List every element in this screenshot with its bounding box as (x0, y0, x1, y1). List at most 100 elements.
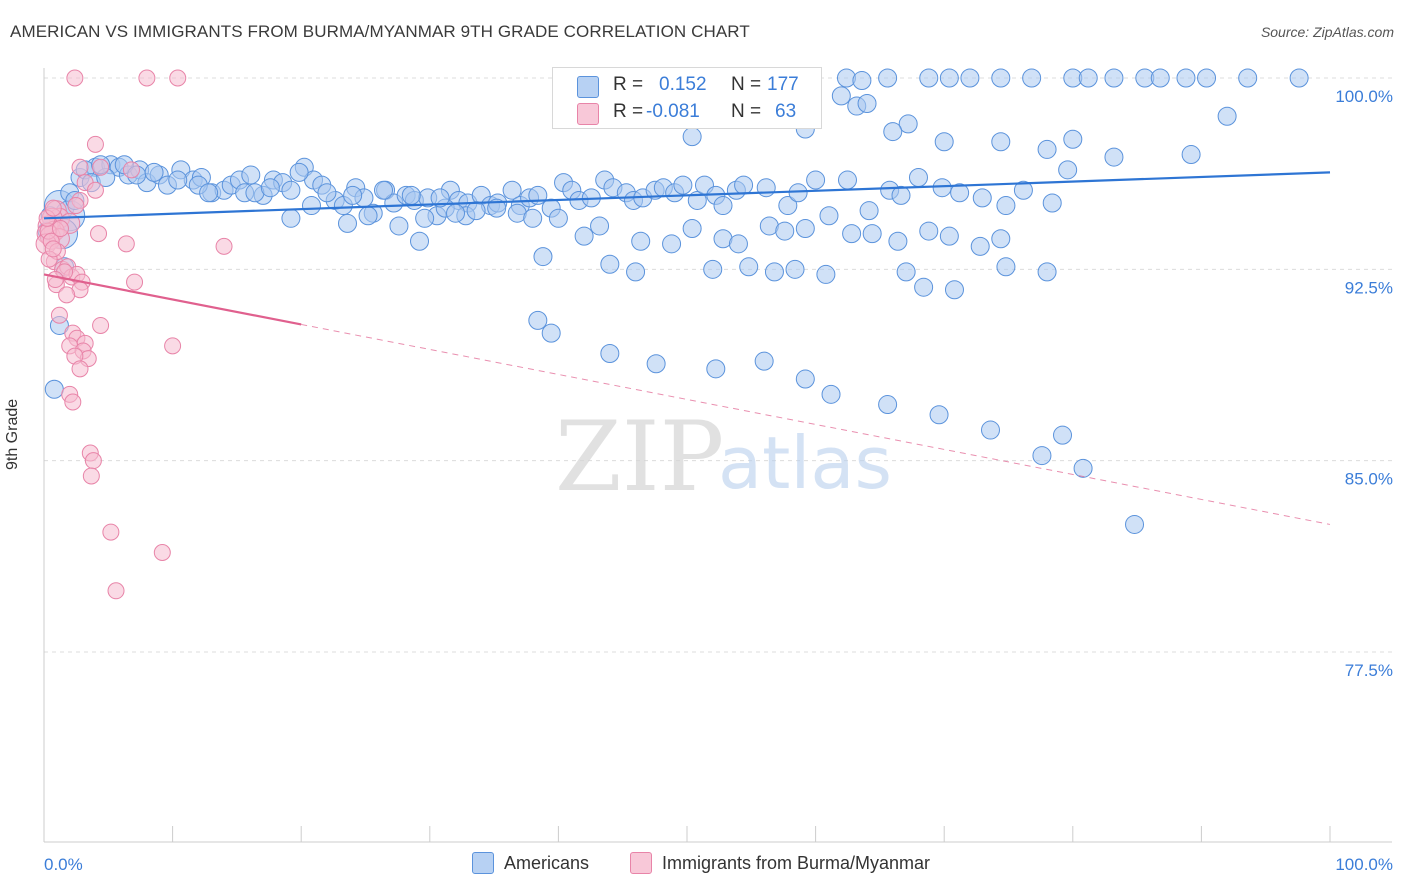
americans-point (1104, 68, 1124, 88)
immigrants-point (122, 161, 140, 179)
axes (43, 68, 1392, 843)
americans-point (260, 178, 280, 198)
americans-point (934, 132, 954, 152)
stats-legend: R = 0.152 N = 177 R = -0.081 N = 63 (552, 67, 822, 129)
americans-point (857, 94, 877, 114)
americans-point (1053, 425, 1073, 445)
immigrants-point (44, 240, 62, 258)
americans-point (600, 254, 620, 274)
americans-point (991, 68, 1011, 88)
n-label: N = (731, 74, 762, 95)
americans-point (842, 224, 862, 244)
americans-point (970, 236, 990, 256)
legend-item-americans[interactable]: Americans (472, 852, 589, 874)
americans-point (756, 178, 776, 198)
bottom-legend: Americans Immigrants from Burma/Myanmar (0, 850, 1406, 880)
americans-point (281, 180, 301, 200)
americans-point (1037, 139, 1057, 159)
legend-item-immigrants[interactable]: Immigrants from Burma/Myanmar (630, 852, 930, 874)
americans-point (996, 196, 1016, 216)
americans-point (821, 384, 841, 404)
americans-point (795, 369, 815, 389)
americans-point (896, 262, 916, 282)
americans-point (819, 206, 839, 226)
source-label: Source: ZipAtlas.com (1260, 24, 1394, 40)
americans-point (706, 359, 726, 379)
americans-point (754, 351, 774, 371)
legend-swatch-americans (472, 852, 494, 874)
americans-point (541, 323, 561, 343)
americans-point (1150, 68, 1170, 88)
americans-point (301, 196, 321, 216)
americans-trend-line (43, 171, 1331, 220)
americans-point (144, 162, 164, 182)
americans-point (415, 208, 435, 228)
immigrants-point (51, 220, 69, 238)
r-value: 0.152 (659, 74, 707, 95)
immigrants-point (44, 199, 62, 217)
y-tick-label: 92.5% (1345, 278, 1393, 297)
americans-point (430, 188, 450, 208)
immigrants-point (117, 235, 135, 253)
americans-point (939, 68, 959, 88)
americans-swatch (577, 76, 599, 98)
americans-point (626, 262, 646, 282)
americans-point (739, 257, 759, 277)
n-value: 177 (767, 74, 799, 95)
n-label: N = (731, 101, 762, 122)
americans-point (1042, 193, 1062, 213)
americans-point (914, 277, 934, 297)
immigrants-point (138, 69, 156, 87)
americans-point (1125, 514, 1145, 534)
americans-point (883, 122, 903, 142)
americans-point (862, 224, 882, 244)
x-tick-label: 100.0% (1335, 855, 1393, 874)
americans-point (898, 114, 918, 134)
americans-point (996, 257, 1016, 277)
americans-point (1217, 106, 1237, 126)
x-tick-label: 0.0% (44, 855, 83, 874)
immigrants-point (58, 286, 76, 304)
americans-point (289, 162, 309, 182)
americans-point (1238, 68, 1258, 88)
immigrants-point (71, 158, 89, 176)
immigrants-point (164, 337, 182, 355)
immigrants-point (102, 523, 120, 541)
immigrants-point (64, 393, 82, 411)
americans-point (785, 259, 805, 279)
legend-swatch-immigrants (630, 852, 652, 874)
americans-point (972, 188, 992, 208)
americans-point (1013, 180, 1033, 200)
immigrants-point (126, 273, 144, 291)
americans-point (631, 231, 651, 251)
stats-row-americans: R = 0.152 N = 177 (553, 74, 821, 100)
immigrants-point (86, 181, 104, 199)
americans-point (1073, 458, 1093, 478)
americans-point (806, 170, 826, 190)
americans-point (241, 165, 261, 185)
immigrants-point (82, 467, 100, 485)
immigrants-point (84, 452, 102, 470)
americans-point (878, 395, 898, 415)
y-tick-label: 77.5% (1345, 661, 1393, 680)
americans-point (1058, 160, 1078, 180)
watermark-atlas: atlas (718, 421, 892, 505)
americans-point (919, 68, 939, 88)
americans-point (646, 354, 666, 374)
immigrants-trend-extension (301, 323, 1331, 525)
stats-row-immigrants: R = -0.081 N = 63 (553, 101, 821, 127)
y-tick-label: 85.0% (1345, 470, 1393, 489)
americans-point (1176, 68, 1196, 88)
americans-point (389, 216, 409, 236)
chart-title: AMERICAN VS IMMIGRANTS FROM BURMA/MYANMA… (10, 22, 750, 41)
americans-point (728, 234, 748, 254)
americans-point (374, 180, 394, 200)
immigrants-point (46, 271, 64, 289)
americans-point (401, 185, 421, 205)
americans-point (852, 71, 872, 91)
americans-point (816, 264, 836, 284)
americans-point (950, 183, 970, 203)
immigrants-point (153, 544, 171, 562)
americans-point (343, 185, 363, 205)
americans-point (919, 221, 939, 241)
